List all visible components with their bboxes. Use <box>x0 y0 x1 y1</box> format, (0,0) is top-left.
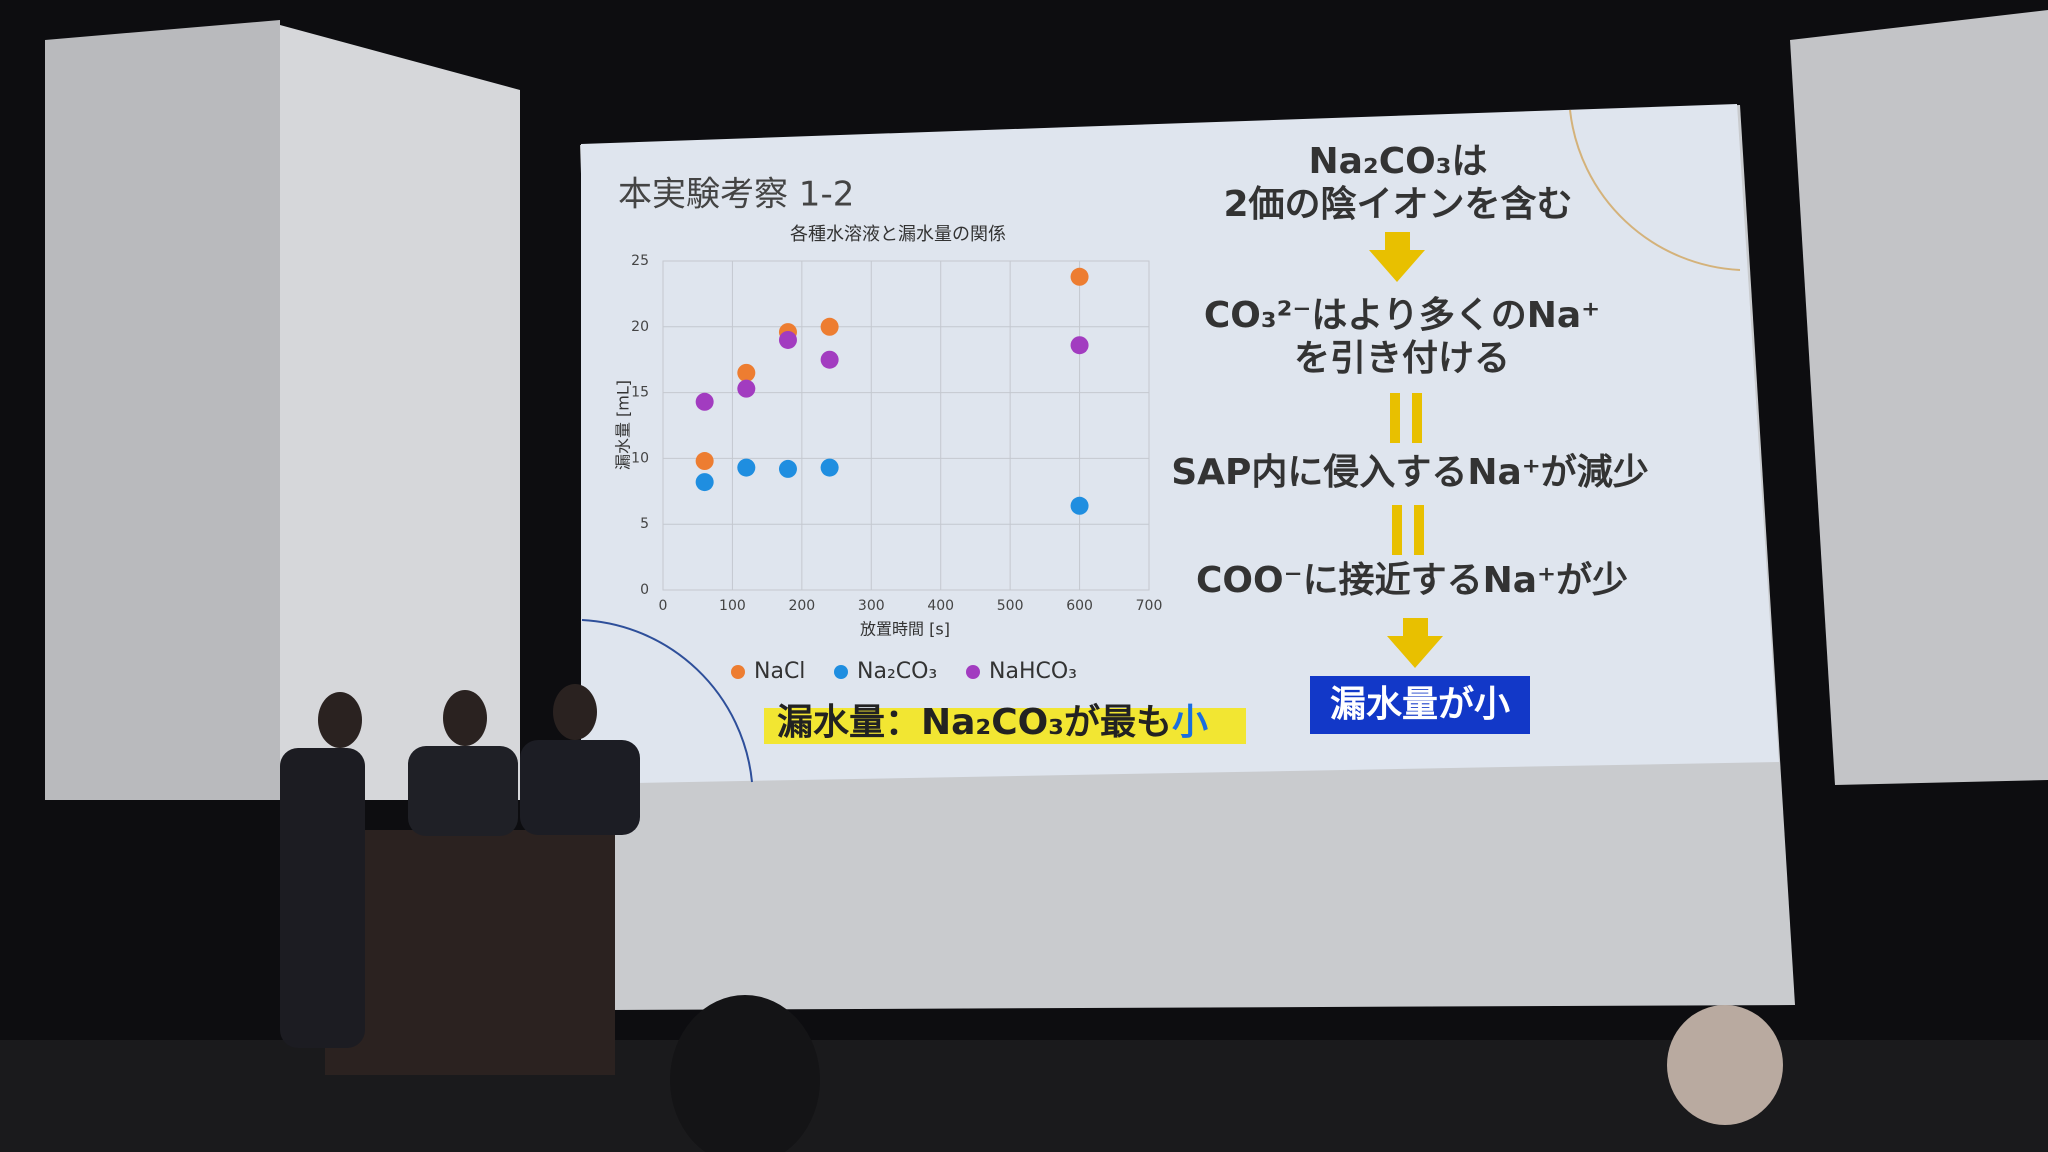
y-tick-label: 20 <box>631 319 649 335</box>
audience-head <box>670 995 820 1152</box>
data-point <box>737 379 756 398</box>
step-text: SAP内に侵入するNa⁺が減少 <box>1171 452 1649 493</box>
x-tick-label: 300 <box>858 598 885 614</box>
equals-bar <box>1414 505 1424 555</box>
data-point <box>1070 267 1089 286</box>
data-point <box>695 392 714 411</box>
data-point <box>820 317 839 336</box>
conclusion: 漏水量：Na₂CO₃が最も <box>777 702 1172 743</box>
x-tick-label: 0 <box>659 598 668 614</box>
legend-label: Na₂CO₃ <box>857 659 937 684</box>
data-point <box>695 452 714 471</box>
slide-decoration <box>581 619 753 783</box>
step-text: を引き付ける <box>1294 338 1510 379</box>
legend-marker <box>966 665 980 679</box>
right-panel <box>1790 10 2048 785</box>
conclusion-text: 漏水量：Na₂CO₃が最も小 <box>777 702 1208 743</box>
podium <box>325 830 615 1075</box>
x-tick-label: 700 <box>1136 598 1163 614</box>
x-tick-label: 100 <box>719 598 746 614</box>
person-body <box>520 740 640 835</box>
data-point <box>778 330 797 349</box>
y-tick-label: 15 <box>631 385 649 401</box>
audience-head <box>1667 1005 1783 1125</box>
plot-area <box>662 260 1150 591</box>
result-box <box>1310 676 1530 734</box>
person-body <box>280 748 365 1048</box>
slide-title: 本実験考察 1-2 <box>618 175 854 215</box>
equals-bar <box>1392 505 1402 555</box>
result-text: 漏水量が小 <box>1330 684 1510 725</box>
person-body <box>408 746 518 836</box>
step-text: Na₂CO₃は <box>1309 141 1488 182</box>
slide-decoration <box>1569 109 1741 271</box>
legend-label: NaHCO₃ <box>989 659 1077 684</box>
step-text: 2価の陰イオンを含む <box>1223 184 1572 225</box>
data-point <box>778 459 797 478</box>
conclusion-emphasis: 小 <box>1172 702 1208 743</box>
data-point <box>820 458 839 477</box>
data-point <box>1070 496 1089 515</box>
legend-marker <box>834 665 848 679</box>
y-tick-label: 25 <box>631 253 649 269</box>
step-text: CO₃²⁻はより多くのNa⁺ <box>1204 295 1600 336</box>
y-tick-label: 0 <box>640 582 649 598</box>
chart-title: 各種水溶液と漏水量の関係 <box>790 224 1006 245</box>
y-tick-label: 5 <box>640 516 649 532</box>
x-tick-label: 600 <box>1066 598 1093 614</box>
arrow <box>1387 618 1443 668</box>
data-point <box>737 458 756 477</box>
arrow <box>1369 232 1425 282</box>
equals-bar <box>1412 393 1422 443</box>
data-point <box>820 350 839 369</box>
x-axis-label: 放置時間 [s] <box>860 620 950 639</box>
y-axis-label: 漏水量 [mL] <box>614 380 633 470</box>
equals-bar <box>1390 393 1400 443</box>
data-point <box>1070 336 1089 355</box>
data-point <box>737 363 756 382</box>
y-tick-label: 10 <box>631 450 649 466</box>
left-panel-inner <box>280 25 520 800</box>
x-tick-label: 500 <box>997 598 1024 614</box>
person-head <box>443 690 487 746</box>
person-head <box>318 692 362 748</box>
left-panel <box>45 20 280 800</box>
person-head <box>553 684 597 740</box>
data-point <box>695 473 714 492</box>
legend-marker <box>731 665 745 679</box>
x-tick-label: 200 <box>788 598 815 614</box>
x-tick-label: 400 <box>927 598 954 614</box>
highlight <box>764 708 1246 744</box>
legend-label: NaCl <box>754 659 805 684</box>
step-text: COO⁻に接近するNa⁺が少 <box>1196 560 1628 601</box>
